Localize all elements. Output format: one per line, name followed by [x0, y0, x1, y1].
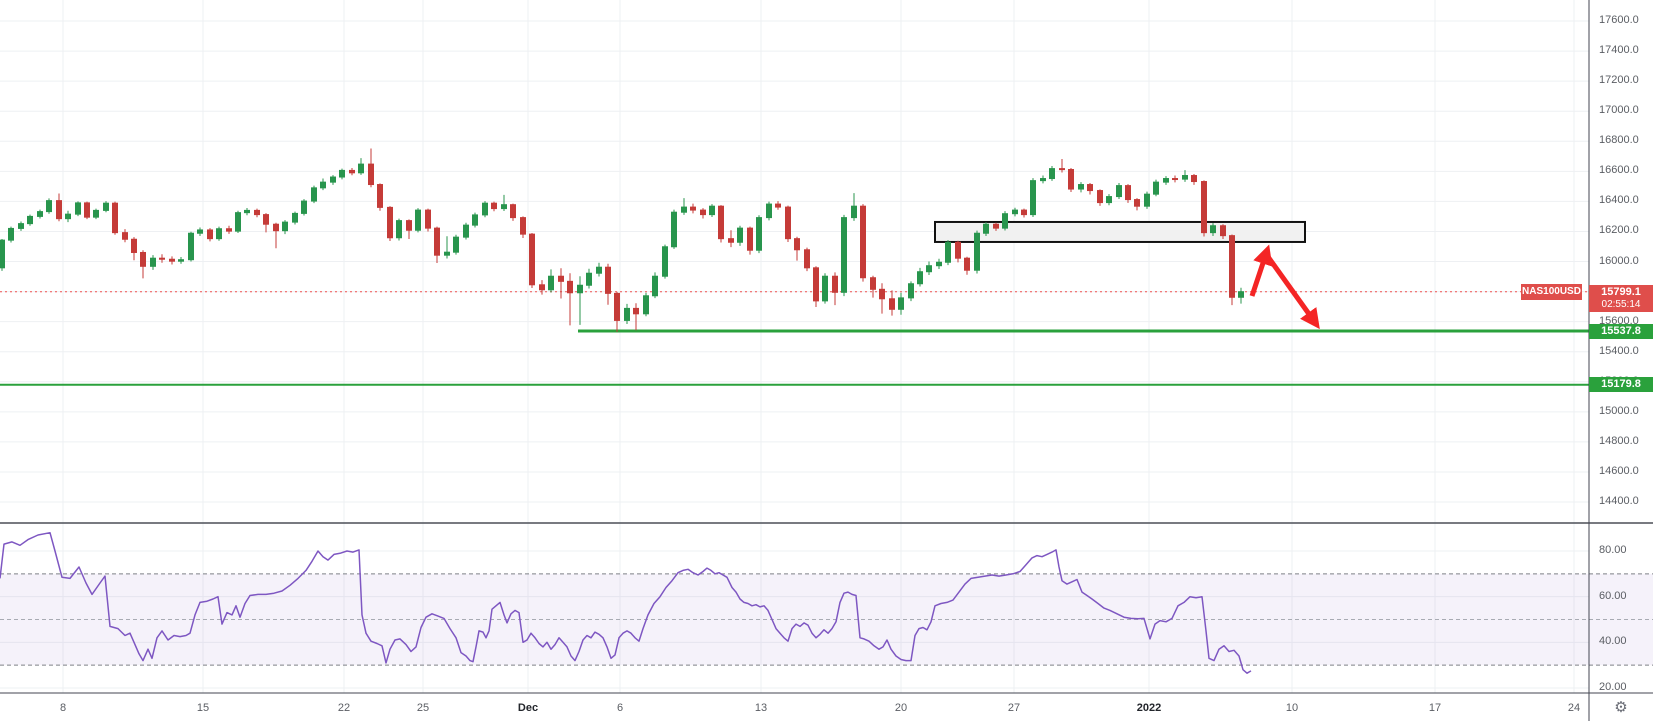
time-tick-label: 8 — [59, 702, 67, 714]
time-tick-label: 15 — [196, 702, 210, 714]
support-price-badge-2: 15179.8 — [1589, 377, 1653, 392]
rsi-tick-label: 20.00 — [1599, 681, 1627, 693]
time-tick-label: 27 — [1007, 702, 1021, 714]
time-tick-label: Dec — [517, 702, 539, 714]
symbol-price-line-label: NAS100USD — [1521, 284, 1582, 300]
price-tick-label: 14400.0 — [1599, 495, 1639, 507]
time-tick-label: 25 — [416, 702, 430, 714]
rsi-tick-label: 60.00 — [1599, 589, 1627, 602]
time-tick-label: 17 — [1428, 702, 1442, 714]
axis-settings-button[interactable]: ⚙ — [1589, 693, 1653, 721]
price-tick-label: 14600.0 — [1599, 464, 1639, 477]
price-tick-label: 16000.0 — [1599, 254, 1639, 267]
time-tick-label: 24 — [1567, 702, 1581, 714]
last-price-axis-badge: 15799.1 02:55:14 — [1589, 285, 1653, 312]
price-tick-label: 17600.0 — [1599, 14, 1639, 26]
price-tick-label: 16800.0 — [1599, 134, 1639, 147]
time-tick-label: 6 — [616, 702, 624, 714]
bar-countdown-timer: 02:55:14 — [1601, 299, 1641, 310]
price-axis[interactable]: 17600.0 17400.0 17200.0 17000.0 16800.0 16600… — [1589, 0, 1653, 693]
time-tick-label: 20 — [894, 702, 908, 714]
chart-plot-area[interactable] — [0, 0, 1589, 693]
time-axis[interactable]: 8 15 22 25 Dec 6 13 20 27 2022 10 17 24 — [0, 693, 1589, 721]
price-tick-label: 15600.0 — [1599, 314, 1639, 327]
price-tick-label: 17400.0 — [1599, 44, 1639, 57]
support-price-badge-1: 15537.8 — [1589, 324, 1653, 339]
gear-icon: ⚙ — [1614, 699, 1628, 716]
price-tick-label: 16400.0 — [1599, 194, 1639, 207]
price-tick-label: 17200.0 — [1599, 74, 1639, 87]
price-tick-label: 16600.0 — [1599, 164, 1639, 177]
price-tick-label: 17000.0 — [1599, 104, 1639, 117]
time-tick-label: 13 — [754, 702, 768, 714]
time-tick-label: 10 — [1285, 702, 1299, 714]
price-tick-label: 15000.0 — [1599, 404, 1639, 417]
time-tick-label: 22 — [337, 702, 351, 714]
price-tick-label: 16200.0 — [1599, 224, 1639, 237]
time-tick-label: 2022 — [1136, 702, 1162, 714]
price-tick-label: 14800.0 — [1599, 434, 1639, 447]
rsi-tick-label: 40.00 — [1599, 635, 1627, 648]
price-tick-label: 15400.0 — [1599, 344, 1639, 357]
last-price-value: 15799.1 — [1601, 286, 1641, 298]
rsi-tick-label: 80.00 — [1599, 544, 1627, 556]
